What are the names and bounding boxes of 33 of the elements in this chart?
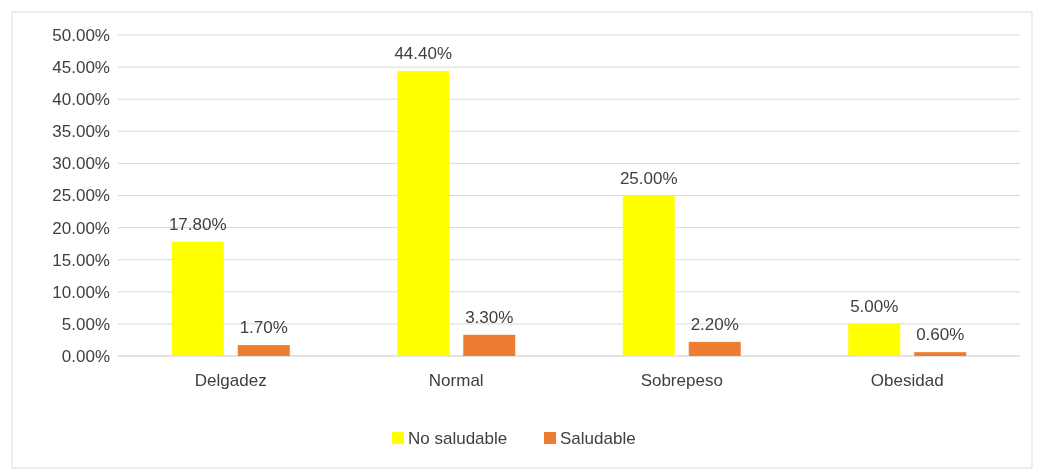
bar [914,352,967,356]
y-tick-label: 30.00% [52,154,110,174]
y-tick-label: 45.00% [52,58,110,78]
bar [463,334,516,356]
data-label: 5.00% [850,296,899,316]
y-tick-label: 35.00% [52,122,110,142]
bar [237,345,290,356]
y-tick-label: 20.00% [52,218,110,238]
y-tick-label: 40.00% [52,90,110,110]
y-tick-label: 10.00% [52,282,110,302]
y-tick-label: 50.00% [52,25,110,45]
bar [848,323,901,356]
bar [397,70,450,356]
x-tick-label: Obesidad [870,371,944,390]
data-label: 1.70% [239,318,288,338]
data-label: 2.20% [690,314,739,334]
data-label: 3.30% [465,307,514,327]
data-label: 25.00% [619,168,678,188]
x-tick-label: Delgadez [194,371,267,390]
bar [688,341,741,356]
data-label: 44.40% [394,43,453,63]
y-tick-label: 25.00% [52,186,110,206]
legend-label: No saludable [408,428,508,448]
y-tick-label: 15.00% [52,250,110,270]
bar [622,195,675,356]
y-tick-label: 0.00% [61,346,110,366]
legend-label: Saludable [560,428,636,448]
bar [171,241,224,356]
x-tick-label: Sobrepeso [640,371,723,390]
data-label: 0.60% [916,325,965,345]
y-tick-label: 5.00% [61,314,110,334]
data-label: 17.80% [168,214,227,234]
x-tick-label: Normal [428,371,484,390]
